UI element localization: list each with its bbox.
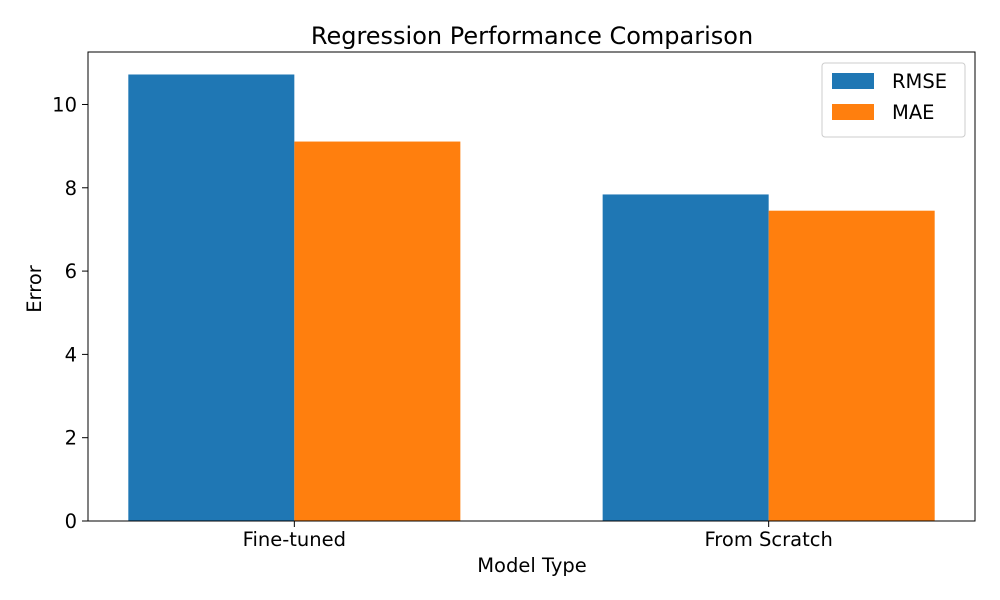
x-axis: Fine-tuned From Scratch: [243, 521, 833, 551]
bar-rmse-fine-tuned: [128, 74, 295, 521]
y-tick-label: 10: [52, 93, 77, 116]
y-tick-label: 4: [65, 343, 77, 366]
x-axis-label: Model Type: [477, 554, 587, 577]
x-tick-label: Fine-tuned: [243, 528, 346, 551]
y-tick-label: 0: [65, 510, 77, 533]
legend-swatch-mae: [832, 104, 874, 120]
x-tick-label: From Scratch: [705, 528, 833, 551]
bars-layer: [128, 74, 935, 521]
legend-swatch-rmse: [832, 73, 874, 89]
legend: RMSE MAE: [821, 62, 966, 138]
legend-label-mae: MAE: [892, 101, 935, 124]
legend-label-rmse: RMSE: [892, 70, 947, 93]
y-tick-label: 6: [65, 260, 77, 283]
bar-rmse-from-scratch: [602, 194, 769, 521]
bar-mae-fine-tuned: [294, 141, 461, 521]
plot-frame: [87, 51, 976, 522]
chart-title: Regression Performance Comparison: [311, 22, 753, 50]
bar-mae-from-scratch: [768, 210, 935, 521]
y-tick-label: 2: [65, 427, 77, 450]
y-axis-label: Error: [23, 264, 46, 313]
y-tick-label: 8: [65, 177, 77, 200]
y-axis: 0 2 4 6 8 10: [52, 93, 88, 533]
